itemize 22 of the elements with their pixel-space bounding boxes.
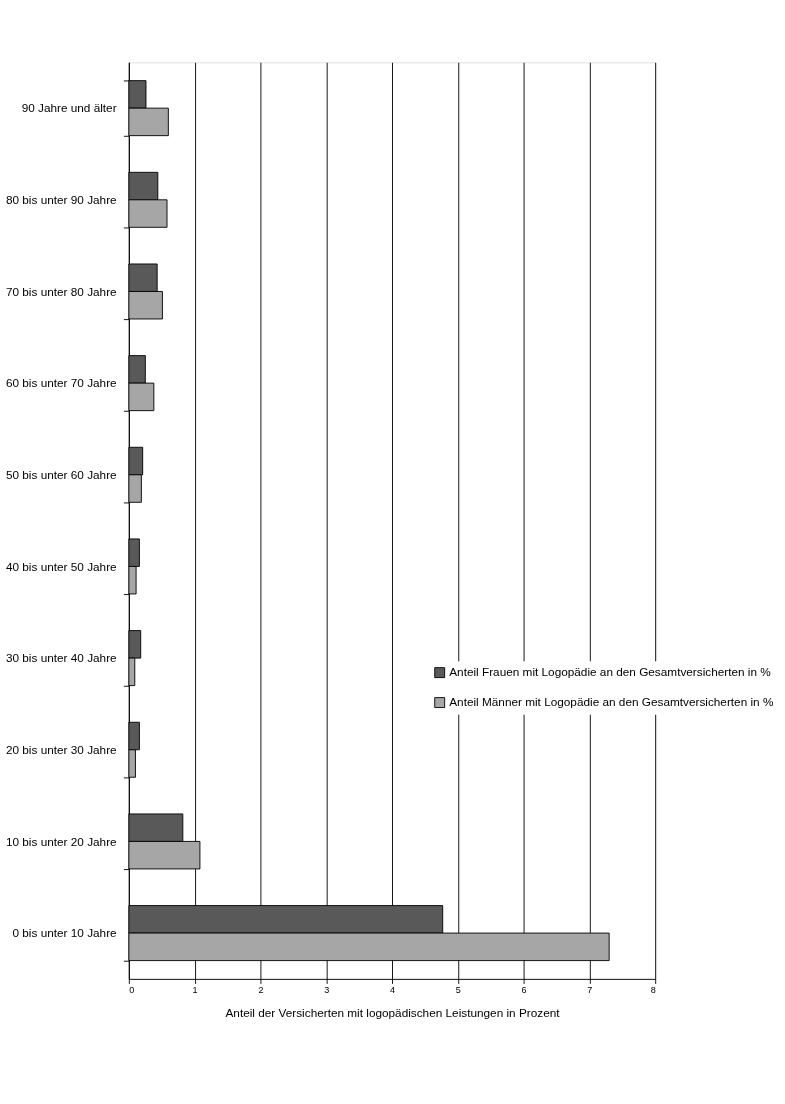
y-tick-label: 30 bis unter 40 Jahre bbox=[5, 651, 118, 665]
y-tick-label: 10 bis unter 20 Jahre bbox=[5, 834, 118, 848]
y-tick-label: 80 bis unter 90 Jahre bbox=[5, 192, 118, 206]
x-tick-label: 2 bbox=[258, 984, 264, 995]
x-tick-label: 6 bbox=[521, 984, 527, 995]
x-tick-label: 7 bbox=[587, 984, 593, 995]
y-tick-label: 90 Jahre und älter bbox=[21, 101, 117, 115]
x-tick-label: 0 bbox=[129, 984, 135, 995]
y-tick-label: 50 bis unter 60 Jahre bbox=[5, 467, 118, 481]
x-tick-label: 5 bbox=[455, 984, 461, 995]
legend-label: Anteil Frauen mit Logopädie an den Gesamtversicherten in % bbox=[449, 665, 772, 679]
y-tick-label: 20 bis unter 30 Jahre bbox=[5, 742, 118, 756]
y-tick-label: 60 bis unter 70 Jahre bbox=[5, 376, 118, 390]
x-tick-label: 8 bbox=[650, 984, 656, 995]
y-tick-label: 0 bis unter 10 Jahre bbox=[12, 926, 118, 940]
x-tick-label: 1 bbox=[192, 984, 198, 995]
x-axis-title: Anteil der Versicherten mit logopädischen Leistungen in Prozent bbox=[225, 1005, 561, 1019]
y-tick-label: 70 bis unter 80 Jahre bbox=[5, 284, 118, 298]
x-tick-label: 3 bbox=[324, 984, 330, 995]
x-tick-label: 4 bbox=[389, 984, 396, 995]
y-tick-label: 40 bis unter 50 Jahre bbox=[5, 559, 118, 573]
legend-label: Anteil Männer mit Logopädie an den Gesamtversicherten in % bbox=[449, 695, 774, 709]
